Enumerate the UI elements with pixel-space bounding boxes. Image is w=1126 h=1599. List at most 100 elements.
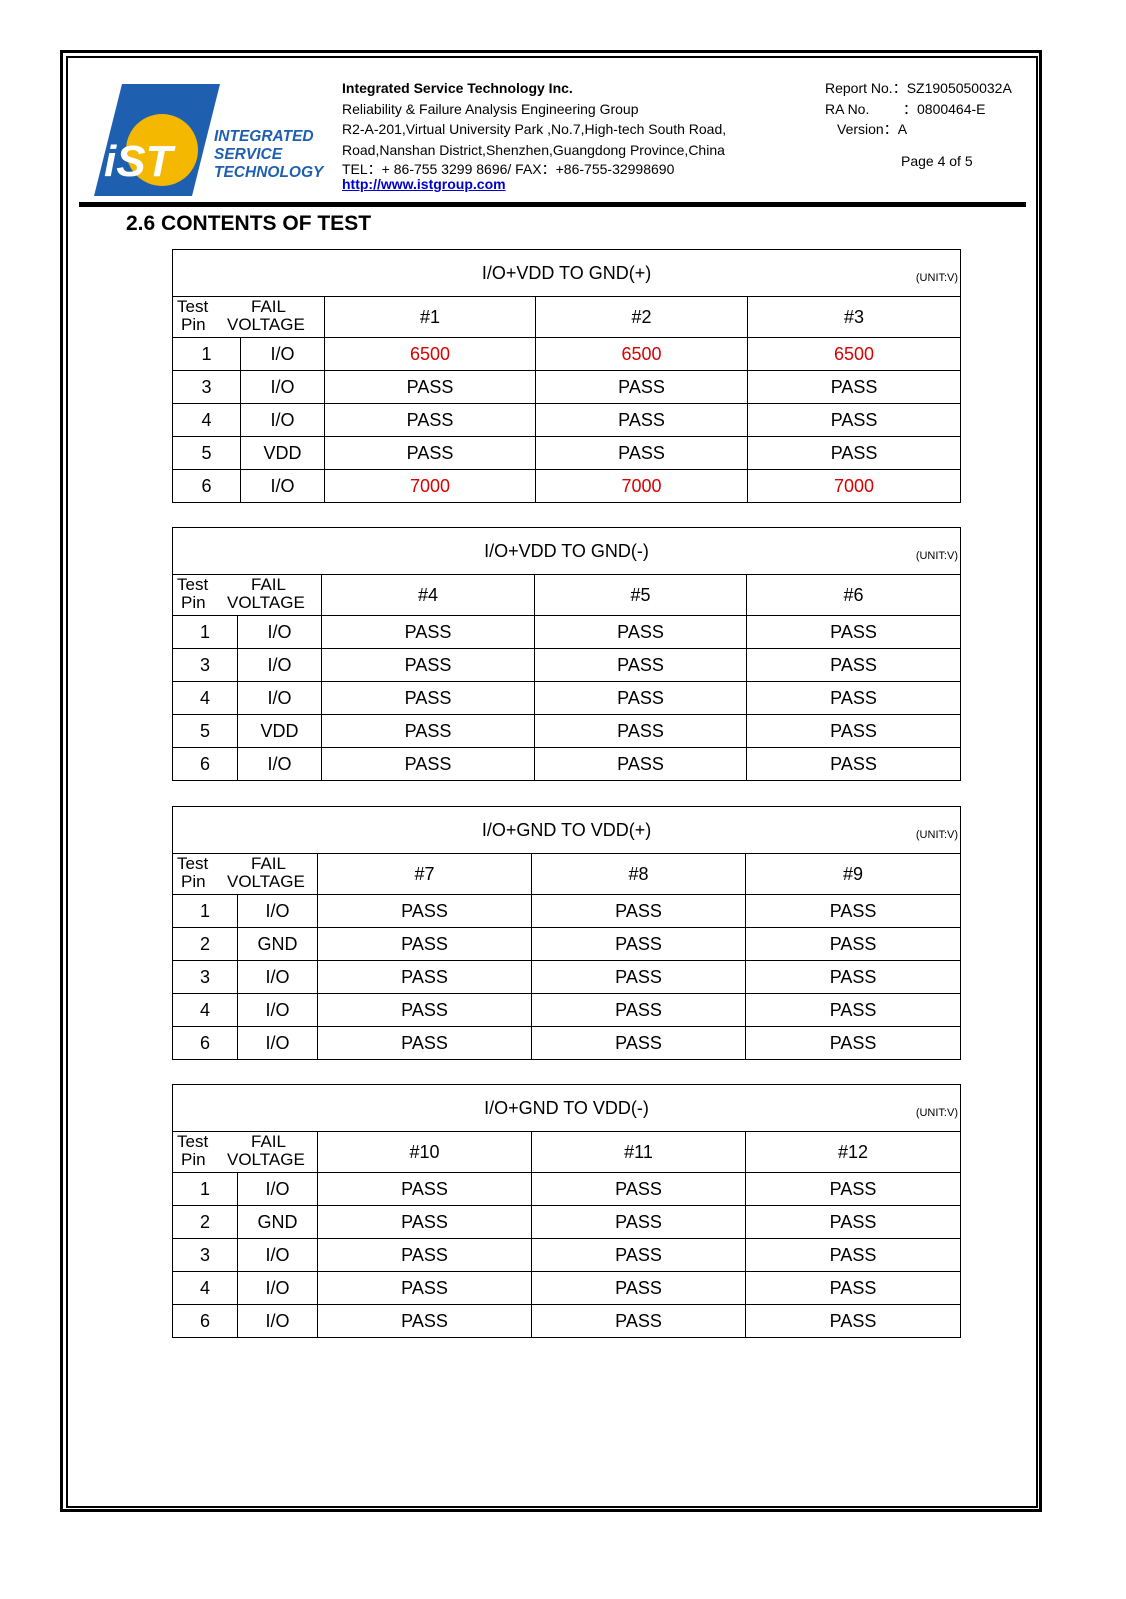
table-row: 4 I/O PASS PASS PASS: [172, 1271, 961, 1305]
version: Version：A: [837, 121, 908, 137]
result-cell: PASS: [317, 1271, 532, 1305]
website-link[interactable]: http://www.istgroup.com: [342, 176, 506, 192]
pin-number: 6: [172, 469, 241, 503]
ra-no-label: RA No.: [825, 100, 870, 117]
pin-number: 5: [172, 436, 241, 470]
pin-type: I/O: [237, 894, 318, 928]
result-cell: PASS: [321, 615, 535, 649]
pin-number: 1: [172, 894, 238, 928]
pin-type: GND: [237, 1205, 318, 1239]
result-cell: PASS: [746, 747, 961, 781]
ist-logo: iST INTEGRATED SERVICE TECHNOLOGY: [94, 84, 325, 196]
test-label: Test: [177, 297, 209, 316]
test-label: Test: [177, 1132, 209, 1151]
pin-number: 4: [172, 681, 238, 715]
page-number: Page 4 of 5: [901, 152, 973, 169]
pin-number: 1: [172, 1172, 238, 1206]
pin-number: 3: [172, 648, 238, 682]
table-title: I/O+VDD TO GND(+): [481, 262, 652, 283]
result-cell: PASS: [745, 1271, 961, 1305]
sample-header: #11: [531, 1131, 746, 1173]
pin-number: 2: [172, 927, 238, 961]
result-cell: PASS: [321, 747, 535, 781]
pin-type: I/O: [237, 1026, 318, 1060]
result-cell: PASS: [746, 403, 962, 437]
result-cell: PASS: [317, 960, 532, 994]
result-cell: PASS: [324, 370, 536, 404]
result-cell: PASS: [531, 993, 746, 1027]
pin-number: 1: [172, 337, 241, 371]
table-row: 5 VDD PASS PASS PASS: [172, 714, 961, 748]
sample-header: #12: [745, 1131, 961, 1173]
result-cell: PASS: [531, 894, 746, 928]
pin-type: I/O: [237, 747, 322, 781]
header-divider: [79, 202, 1026, 207]
sample-header: #4: [321, 574, 535, 616]
test-table: I/O+GND TO VDD(+) (UNIT:V) Test Pin FAIL VOLT…: [171, 806, 962, 1060]
pin-type: I/O: [240, 469, 325, 503]
result-cell: PASS: [534, 681, 747, 715]
result-cell: PASS: [535, 370, 748, 404]
section-title: 2.6 CONTENTS OF TEST: [126, 212, 372, 235]
result-cell: PASS: [317, 993, 532, 1027]
pin-type: I/O: [237, 993, 318, 1027]
result-cell: PASS: [324, 436, 536, 470]
table-row: 6 I/O 7000 7000 7000: [172, 469, 962, 503]
sample-header: #3: [746, 296, 962, 338]
fail-label: FAIL: [251, 297, 286, 316]
result-cell: PASS: [531, 1304, 746, 1338]
result-cell: PASS: [321, 681, 535, 715]
result-cell: PASS: [744, 993, 962, 1027]
result-cell: PASS: [745, 1172, 961, 1206]
report-info: Report No.：SZ1905050032A RA No. ：0800464-…: [825, 78, 1012, 171]
pin-number: 5: [172, 714, 238, 748]
result-cell: PASS: [534, 648, 747, 682]
result-cell: PASS: [531, 1026, 746, 1060]
page-border: [60, 50, 1042, 1512]
result-cell: PASS: [531, 1271, 746, 1305]
test-label: Test: [177, 854, 209, 873]
result-cell: PASS: [746, 436, 962, 470]
sample-header: #1: [324, 296, 536, 338]
unit-label: (UNIT:V): [915, 272, 959, 284]
result-cell: PASS: [317, 894, 532, 928]
pin-label: Pin: [181, 872, 206, 891]
pin-number: 6: [172, 1304, 238, 1338]
sample-header: #9: [744, 853, 962, 895]
result-cell: PASS: [531, 1238, 746, 1272]
pin-type: I/O: [237, 648, 322, 682]
company-info: Integrated Service Technology Inc. Relia…: [342, 78, 726, 192]
report-no-label: Report No.：: [825, 80, 907, 96]
result-cell: PASS: [321, 714, 535, 748]
result-cell: PASS: [746, 615, 961, 649]
table-row: 1 I/O PASS PASS PASS: [172, 894, 962, 928]
result-cell: PASS: [317, 1205, 532, 1239]
test-table: I/O+GND TO VDD(-) (UNIT:V) Test Pin FAIL VOLT…: [172, 1084, 961, 1338]
pin-type: I/O: [237, 1172, 318, 1206]
voltage-label: VOLTAGE: [227, 1150, 305, 1169]
result-cell: PASS: [744, 927, 962, 961]
table-row: 4 I/O PASS PASS PASS: [172, 403, 962, 437]
sample-header: #6: [746, 574, 961, 616]
result-cell: PASS: [744, 1026, 962, 1060]
pin-type: I/O: [237, 681, 322, 715]
pin-number: 3: [172, 960, 238, 994]
table-row: 3 I/O PASS PASS PASS: [172, 648, 961, 682]
table-row: 6 I/O PASS PASS PASS: [172, 747, 961, 781]
pin-type: GND: [237, 927, 318, 961]
test-label: Test: [177, 575, 209, 594]
table-title: I/O+VDD TO GND(-): [484, 540, 649, 561]
pin-type: I/O: [237, 1238, 318, 1272]
pin-label: Pin: [181, 315, 206, 334]
result-cell: PASS: [531, 927, 746, 961]
unit-label: (UNIT:V): [915, 829, 959, 841]
table-row: 2 GND PASS PASS PASS: [172, 927, 962, 961]
result-cell: 6500: [746, 337, 962, 371]
pin-type: I/O: [237, 1271, 318, 1305]
pin-type: I/O: [240, 403, 325, 437]
result-cell: 7000: [324, 469, 536, 503]
table-title: I/O+GND TO VDD(+): [481, 819, 652, 840]
pin-type: I/O: [240, 337, 325, 371]
result-cell: PASS: [317, 927, 532, 961]
